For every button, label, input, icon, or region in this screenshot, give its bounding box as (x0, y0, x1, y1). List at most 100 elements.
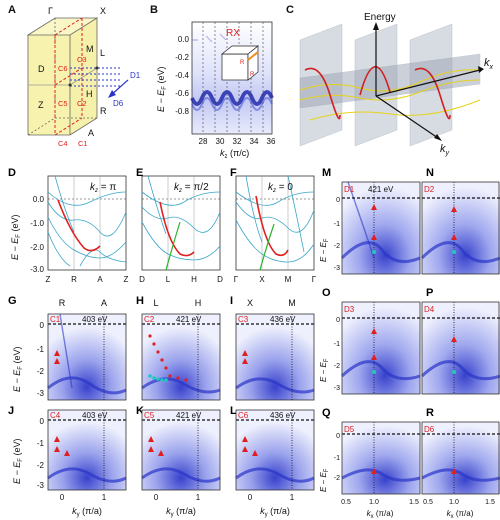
x-axis-label: kx (π/a) (367, 509, 394, 520)
ytick: -3 (37, 389, 45, 398)
panel-c: C Energy kx ky (280, 0, 500, 160)
y-axis-label: E − EF (eV) (12, 439, 24, 484)
x-axis-label: kx (π/a) (447, 509, 474, 520)
m-point-label: M (86, 44, 94, 54)
xtick: 34 (250, 137, 259, 146)
l-point-label: L (100, 48, 105, 58)
y-axis-label: E − EF (319, 468, 330, 492)
xtick: Γ (234, 275, 239, 284)
panel-label: G (8, 295, 17, 307)
panel-label: J (8, 405, 14, 417)
ytick: 0 (40, 321, 45, 330)
ky-axis-label: ky (440, 143, 450, 157)
h-point-label: H (86, 89, 93, 99)
kx-cut-arpes-grid: M N O P Q R D1 421 eV D2 (319, 167, 500, 520)
ytick: 0.0 (178, 35, 190, 44)
xtick: Z (124, 275, 129, 284)
kz-label: kz = π/2 (174, 182, 209, 194)
top-label: H (195, 298, 202, 308)
photon-energy: 436 eV (270, 315, 296, 324)
x-axis-label: kz (π/c) (220, 148, 249, 160)
kz-label: kz = 0 (268, 182, 293, 194)
panel-label: B (150, 4, 158, 16)
xtick: 1.0 (449, 499, 459, 506)
cut-c2-label: C2 (77, 99, 87, 108)
ytick: -0.6 (175, 89, 189, 98)
z-point-label: Z (38, 100, 44, 110)
xtick: D (217, 275, 223, 284)
cut-tag: D2 (424, 185, 435, 194)
x-axis-label: ky (π/a) (166, 506, 196, 518)
energy-axis-label: Energy (364, 12, 396, 23)
xtick: L (166, 275, 171, 284)
panel-label: Q (322, 407, 331, 419)
top-label: A (101, 298, 107, 308)
ytick: -2 (334, 363, 340, 370)
y-axis-label: E − EF (eV) (156, 67, 168, 112)
ytick: -1 (334, 341, 340, 348)
xtick: M (285, 275, 292, 284)
kz-label: kz = π (90, 182, 116, 194)
panel-b: B R R RX (140, 0, 280, 160)
d-point-label: D (38, 64, 45, 74)
xtick: 0 (154, 493, 159, 502)
panel-a: A (0, 0, 150, 160)
ytick: -0.8 (175, 107, 189, 116)
ytick: -0.4 (175, 71, 189, 80)
panel-label: A (8, 4, 16, 16)
ytick: -0.2 (175, 53, 189, 62)
xtick: 32 (233, 137, 242, 146)
panel-label: H (136, 295, 144, 307)
xtick: 30 (216, 137, 225, 146)
ytick: 0 (336, 197, 340, 204)
band-schematic-3d: Energy kx ky (299, 12, 494, 157)
x-axis-label: ky (π/a) (260, 506, 290, 518)
ytick: 0.0 (33, 195, 45, 204)
panel-label: R (426, 407, 434, 419)
panels-g-to-l: G H I R A L H X M C1 403 eV (0, 292, 318, 520)
brillouin-zone-diagram: Γ X M L D Z H R A D1 D6 C3 C6 C2 C5 C4 C… (26, 6, 141, 148)
y-axis-label: E − EF (eV) (12, 347, 24, 392)
ytick: -1 (334, 221, 340, 228)
ytick: -2.0 (30, 243, 44, 252)
x-point-label: X (100, 6, 106, 16)
kz-dispersion-plot: R R RX 0.0 -0.2 -0.4 -0.6 -0.8 28 30 32 … (156, 21, 276, 160)
cut-tag: C2 (144, 315, 155, 324)
panel-label: I (230, 295, 233, 307)
y-axis-label: E − EF (319, 358, 330, 382)
photon-energy: 421 eV (176, 315, 202, 324)
kx-axis-label: kx (484, 57, 494, 71)
xtick: 1 (196, 493, 201, 502)
gamma-point-label: Γ (48, 6, 53, 16)
cut-tag: D5 (344, 425, 355, 434)
cut-tag: D3 (344, 305, 355, 314)
inset-title: RX (226, 28, 240, 39)
panel-label: P (426, 287, 433, 299)
xtick: 0.5 (423, 499, 433, 506)
xtick: 0.5 (341, 499, 351, 506)
panels-def: E − EF (eV) 0.0 -1.0 -2.0 -3.0 D kz = π … (0, 162, 318, 292)
xtick: 0 (60, 493, 65, 502)
ytick: -1 (334, 455, 340, 462)
top-label: R (59, 298, 66, 308)
cut-tag: C1 (50, 315, 61, 324)
r-point-label: R (100, 106, 107, 116)
d1-label: D1 (130, 71, 141, 80)
xtick: 1.5 (485, 499, 495, 506)
y-axis-label: E − EF (eV) (10, 215, 22, 260)
ytick: -3 (334, 265, 340, 272)
photon-energy: 436 eV (270, 411, 296, 420)
xtick: 36 (267, 137, 276, 146)
cut-c4-label: C4 (58, 139, 68, 148)
xtick: Z (46, 275, 51, 284)
top-label: M (288, 298, 296, 308)
ytick: -1 (37, 439, 45, 448)
photon-energy: 403 eV (82, 315, 108, 324)
photon-energy: 421 eV (368, 185, 394, 194)
xtick: R (71, 275, 77, 284)
cut-tag: C4 (50, 411, 61, 420)
ytick: -3 (334, 385, 340, 392)
xtick: 1.0 (369, 499, 379, 506)
ytick: -2 (37, 461, 45, 470)
xtick: X (259, 275, 265, 284)
